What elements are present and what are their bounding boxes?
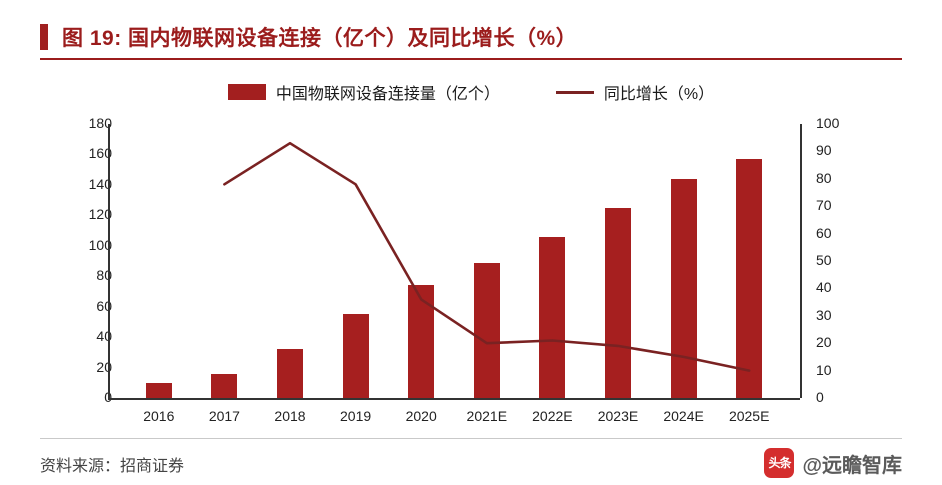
footer-divider	[40, 438, 902, 439]
y-axis-right-tick: 50	[816, 252, 832, 268]
y-axis-right-tick: 0	[816, 389, 824, 405]
x-axis-tick: 2016	[143, 408, 175, 424]
legend-item-line: 同比增长（%）	[555, 80, 715, 104]
title-accent-bar	[40, 24, 48, 50]
bar-2022E	[539, 236, 566, 398]
x-axis-tick: 2023E	[597, 408, 639, 424]
legend-swatch-bar-icon	[227, 84, 266, 100]
chart-legend: 中国物联网设备连接量（亿个） 同比增长（%）	[0, 74, 942, 110]
bar-2025E	[736, 159, 763, 398]
title-text: 图 19: 国内物联网设备连接（亿个）及同比增长（%）	[62, 27, 578, 50]
x-axis-tick: 2019	[340, 408, 372, 424]
bar-2019	[342, 314, 369, 398]
y-axis-right-tick: 10	[816, 361, 832, 378]
legend-swatch-line-icon	[555, 90, 594, 94]
y-axis-right-tick: 60	[816, 224, 832, 241]
title-divider	[40, 58, 902, 60]
source-note: 资料来源：招商证券	[40, 458, 185, 475]
y-axis-left-tick: 140	[88, 175, 112, 192]
x-axis-tick: 2025E	[728, 408, 770, 424]
y-axis-right-tick: 20	[816, 334, 832, 351]
bar-2017	[211, 373, 238, 398]
x-axis-tick: 2020	[405, 408, 437, 424]
x-axis-tick: 2024E	[663, 408, 704, 424]
y-axis-right-tick: 90	[816, 142, 832, 159]
y-axis-right-tick: 40	[816, 279, 832, 296]
watermark: 头条 @远瞻智库	[764, 448, 902, 478]
y-axis-right-tick: 30	[816, 306, 832, 323]
bar-2018	[277, 349, 303, 398]
y-axis-left-tick: 180	[88, 115, 112, 131]
legend-label-bar: 中国物联网设备连接量（亿个）	[275, 86, 500, 103]
bar-2023E	[605, 207, 631, 398]
x-axis-tick: 2017	[208, 408, 240, 424]
plot-area: 0204060801001201401601800102030405060708…	[0, 112, 942, 424]
x-axis-tick: 2018	[274, 408, 306, 424]
y-axis-right-tick: 100	[816, 115, 840, 131]
x-axis-tick: 2021E	[466, 408, 508, 424]
watermark-text: @远瞻智库	[802, 454, 902, 477]
x-axis-line	[108, 398, 800, 400]
y-axis-right-tick: 70	[816, 197, 832, 214]
x-axis-tick: 2022E	[532, 408, 573, 424]
y-axis-left-line	[108, 124, 110, 398]
legend-label-line: 同比增长（%）	[603, 86, 715, 103]
y-axis-left-tick: 120	[88, 206, 112, 223]
y-axis-left-tick: 100	[88, 236, 112, 253]
growth-line-series	[223, 141, 751, 372]
bar-2016	[145, 382, 172, 398]
y-axis-right-tick: 80	[816, 169, 832, 186]
watermark-badge: 头条	[764, 448, 795, 478]
legend-item-bar: 中国物联网设备连接量（亿个）	[227, 80, 500, 104]
bar-2024E	[670, 178, 697, 398]
bar-2021E	[473, 262, 500, 398]
y-axis-right-line	[800, 124, 802, 398]
page-title: 图 19: 国内物联网设备连接（亿个）及同比增长（%）	[40, 16, 902, 58]
y-axis-left-tick: 160	[88, 145, 112, 162]
